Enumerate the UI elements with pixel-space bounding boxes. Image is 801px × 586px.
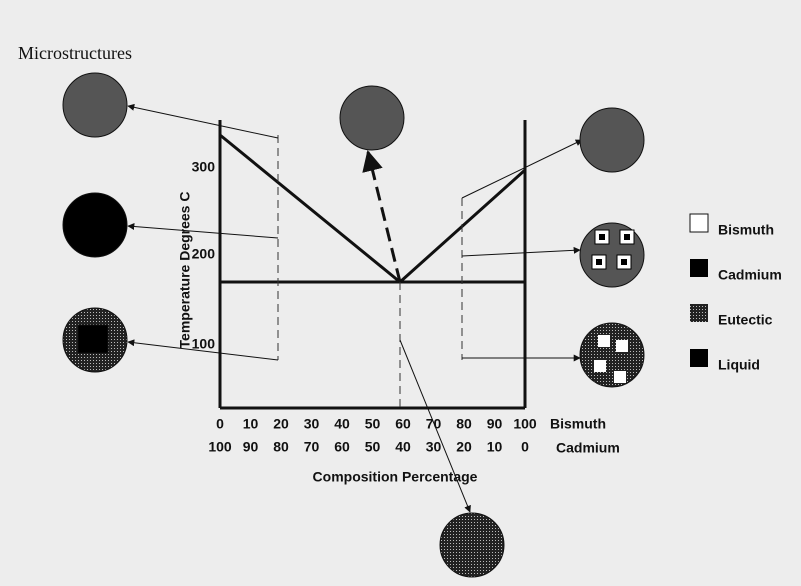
x-bottom-label: 20	[456, 439, 472, 455]
x-top-label: 20	[273, 416, 289, 432]
x-top-label: 100	[513, 416, 537, 432]
x-bottom-label: 100	[208, 439, 232, 455]
y-tick-label: 300	[192, 159, 216, 175]
x-bottom-label: 40	[395, 439, 411, 455]
x-bottom-label: 10	[487, 439, 503, 455]
x-bottom-label: 60	[334, 439, 350, 455]
x-top-label: 0	[216, 416, 224, 432]
y-tick-label: 200	[192, 246, 216, 262]
x-top-label: 70	[426, 416, 442, 432]
legend-label: Cadmium	[718, 267, 782, 283]
x-axis-label: Composition Percentage	[313, 469, 478, 485]
legend	[689, 213, 709, 367]
x-top-label: 60	[395, 416, 411, 432]
x-top-label: 50	[365, 416, 381, 432]
grains	[591, 229, 635, 383]
x-top-name: Bismuth	[550, 416, 606, 432]
legend-label: Eutectic	[718, 312, 773, 328]
x-top-label: 80	[456, 416, 472, 432]
x-top-label: 40	[334, 416, 350, 432]
legend-label: Liquid	[718, 357, 760, 373]
x-bottom-label: 0	[521, 439, 529, 455]
x-top-label: 30	[304, 416, 320, 432]
dashed-lines	[277, 135, 463, 408]
x-top-label: 10	[243, 416, 259, 432]
y-axis-label: Temperature Degrees C	[177, 192, 193, 349]
x-bottom-label: 90	[243, 439, 259, 455]
x-bottom-label: 30	[426, 439, 442, 455]
x-top-label: 90	[487, 416, 503, 432]
x-bottom-label: 80	[273, 439, 289, 455]
y-tick-label: 100	[192, 336, 216, 352]
x-bottom-name: Cadmium	[556, 440, 620, 456]
legend-label: Bismuth	[718, 222, 774, 238]
x-bottom-label: 50	[365, 439, 381, 455]
x-bottom-label: 70	[304, 439, 320, 455]
title: Microstructures	[18, 43, 132, 63]
arrows	[127, 103, 583, 513]
